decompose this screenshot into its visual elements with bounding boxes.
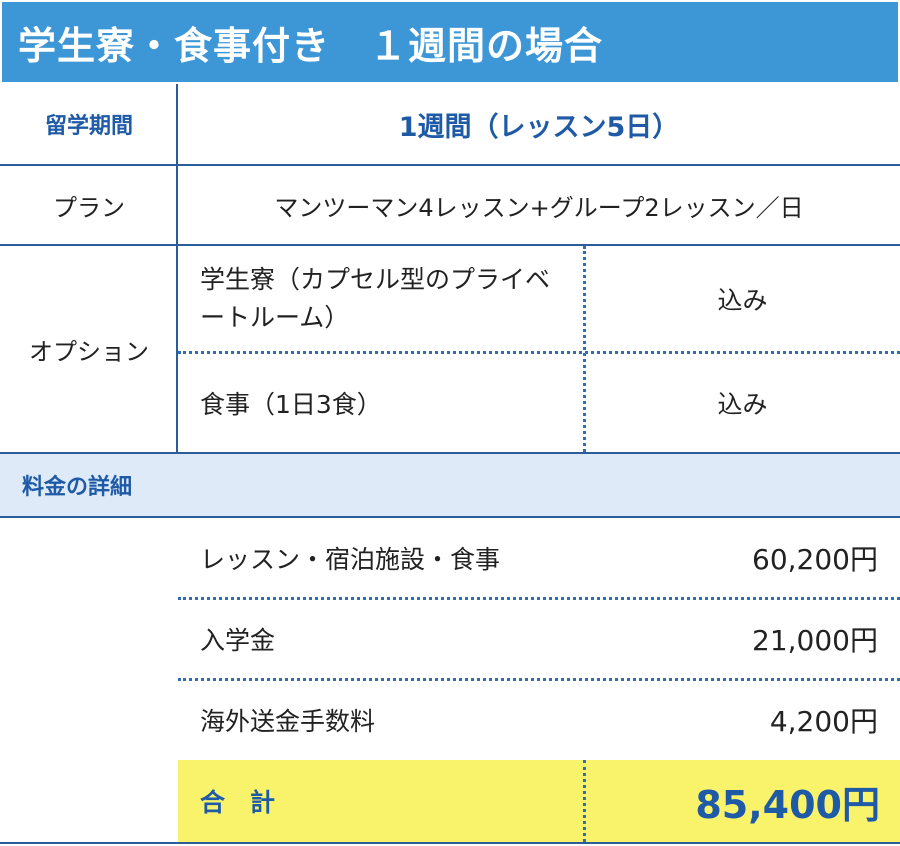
dotted-divider bbox=[178, 351, 900, 354]
divider-line bbox=[0, 164, 900, 166]
option-meals-value: 込み bbox=[717, 390, 768, 419]
dotted-divider bbox=[583, 246, 586, 452]
dotted-divider bbox=[178, 597, 900, 600]
plan-value: マンツーマン4レッスン+グループ2レッスン／日 bbox=[274, 193, 804, 222]
options-label: オプション bbox=[29, 337, 149, 366]
option-dormitory-name: 学生寮（カプセル型のプライベートルーム） bbox=[200, 265, 551, 332]
divider-line bbox=[0, 516, 900, 518]
fee-lessons-accommodation-meals-amount: 60,200円 bbox=[752, 543, 878, 576]
fee-transfer-name: 海外送金手数料 bbox=[200, 707, 376, 736]
total-amount: 85,400円 bbox=[695, 782, 880, 827]
period-value: 1週間（レッスン5日） bbox=[398, 111, 680, 143]
period-label: 留学期間 bbox=[44, 114, 133, 139]
total-row-background bbox=[178, 760, 900, 842]
page-title: 学生寮・食事付き １週間の場合 bbox=[2, 2, 898, 82]
option-meals-name: 食事（1日3食） bbox=[200, 390, 382, 419]
dotted-divider bbox=[583, 760, 586, 842]
plan-label: プラン bbox=[53, 193, 125, 222]
divider-line bbox=[0, 452, 900, 454]
fee-transfer-amount: 4,200円 bbox=[769, 705, 878, 738]
total-label: 合 計 bbox=[200, 788, 276, 817]
divider-line bbox=[0, 244, 900, 246]
option-dormitory-value: 込み bbox=[717, 286, 768, 315]
divider-line bbox=[0, 842, 900, 844]
fee-enrollment-amount: 21,000円 bbox=[752, 624, 878, 657]
fee-section-header: 料金の詳細 bbox=[0, 454, 900, 516]
fee-enrollment-name: 入学金 bbox=[200, 626, 276, 655]
fee-lessons-accommodation-meals-name: レッスン・宿泊施設・食事 bbox=[200, 545, 501, 574]
dotted-divider bbox=[178, 678, 900, 681]
divider-line bbox=[176, 84, 178, 452]
